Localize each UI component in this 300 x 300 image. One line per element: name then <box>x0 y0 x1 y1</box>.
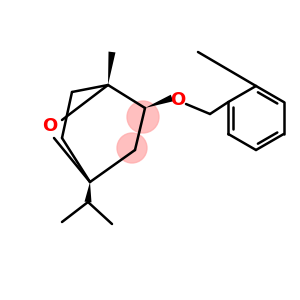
Circle shape <box>117 133 147 163</box>
Text: O: O <box>42 117 58 135</box>
Polygon shape <box>85 182 92 202</box>
Text: O: O <box>170 91 186 109</box>
Polygon shape <box>145 95 173 108</box>
Polygon shape <box>108 52 116 85</box>
Circle shape <box>127 101 159 133</box>
